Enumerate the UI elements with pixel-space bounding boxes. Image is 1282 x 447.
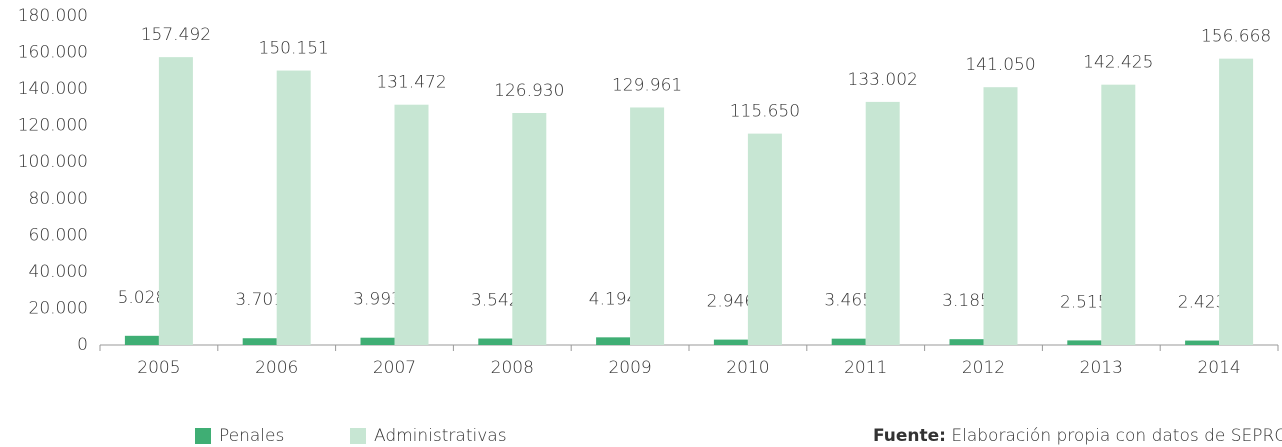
value-label: 2.423 <box>1178 293 1227 313</box>
legend-label: Administrativas <box>374 426 507 446</box>
x-tick-label: 2008 <box>491 358 534 378</box>
y-tick-label: 40.000 <box>29 262 88 282</box>
x-tick-label: 2005 <box>137 358 180 378</box>
value-label: 4.194 <box>589 289 638 309</box>
x-tick-label: 2011 <box>844 358 887 378</box>
value-label: 133.002 <box>848 70 918 90</box>
value-label: 3.993 <box>353 290 402 310</box>
source-text: Elaboración propia con datos de SEPRONA. <box>951 426 1282 446</box>
x-tick-label: 2010 <box>726 358 769 378</box>
bar <box>512 113 547 345</box>
bar <box>747 133 782 345</box>
value-label: 126.930 <box>494 81 564 101</box>
value-label: 3.701 <box>235 290 284 310</box>
legend-label: Penales <box>219 426 284 446</box>
value-label: 129.961 <box>612 75 682 95</box>
bar <box>158 57 193 346</box>
x-tick-label: 2013 <box>1080 358 1123 378</box>
y-tick-label: 180.000 <box>18 6 88 26</box>
y-tick-label: 100.000 <box>18 152 88 172</box>
bar <box>949 339 984 345</box>
source-label: Fuente: <box>873 426 946 446</box>
y-tick-label: 120.000 <box>18 116 88 136</box>
value-label: 3.185 <box>942 291 991 311</box>
y-tick-label: 80.000 <box>29 189 88 209</box>
bar <box>596 337 631 345</box>
bar <box>242 338 277 345</box>
bar <box>713 339 748 345</box>
bar <box>1219 58 1254 345</box>
value-label: 2.515 <box>1060 292 1109 312</box>
legend-swatch <box>195 428 211 444</box>
bar <box>831 338 866 345</box>
value-label: 150.151 <box>259 39 329 59</box>
x-tick-label: 2009 <box>608 358 651 378</box>
bar <box>478 338 513 345</box>
bar <box>1101 84 1136 346</box>
x-tick-label: 2012 <box>962 358 1005 378</box>
source: Fuente: Elaboración propia con datos de … <box>873 426 1282 446</box>
value-label: 157.492 <box>141 25 211 45</box>
bar <box>983 87 1018 345</box>
y-tick-label: 160.000 <box>18 43 88 63</box>
value-label: 3.465 <box>824 291 873 311</box>
value-label: 2.946 <box>707 292 756 312</box>
legend-swatch <box>350 428 366 444</box>
y-tick-label: 140.000 <box>18 79 88 99</box>
bar <box>394 104 429 346</box>
value-label: 115.650 <box>730 102 800 122</box>
value-label: 131.472 <box>376 73 446 93</box>
x-tick-label: 2006 <box>255 358 298 378</box>
value-label: 141.050 <box>965 55 1035 75</box>
y-tick-label: 0 <box>77 335 88 355</box>
bar <box>276 70 311 345</box>
x-tick-label: 2014 <box>1197 358 1240 378</box>
bar <box>360 337 395 345</box>
value-label: 5.028 <box>118 288 167 308</box>
bar <box>124 335 159 345</box>
y-tick-label: 20.000 <box>29 298 88 318</box>
bar <box>630 107 665 345</box>
value-label: 142.425 <box>1083 53 1153 73</box>
bar <box>865 101 900 345</box>
value-label: 3.542 <box>471 291 520 311</box>
y-tick-label: 60.000 <box>29 225 88 245</box>
bar <box>1185 340 1220 345</box>
value-label: 156.668 <box>1201 27 1271 47</box>
x-tick-label: 2007 <box>373 358 416 378</box>
bar <box>1067 340 1102 345</box>
